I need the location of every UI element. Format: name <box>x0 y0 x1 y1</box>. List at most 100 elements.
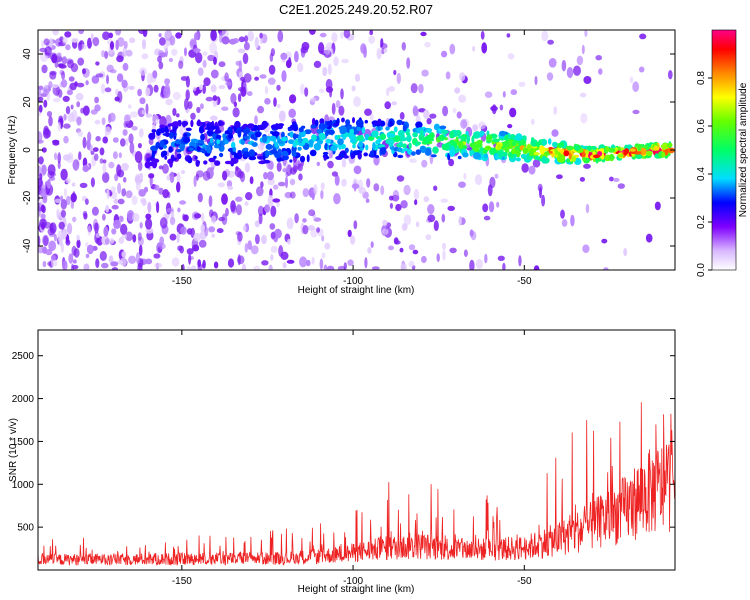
spectrogram-cell <box>632 81 640 92</box>
spectrogram-cell <box>244 201 249 206</box>
spectrogram-cell <box>188 253 192 265</box>
spectrogram-cell <box>137 262 143 270</box>
spectrogram-ridge-cell <box>585 158 591 162</box>
spectrogram-cell <box>322 66 328 77</box>
spectrogram-ridge-cell <box>571 155 577 162</box>
spectrogram-cell <box>99 251 107 261</box>
spectrogram-cell <box>159 217 168 229</box>
spectrogram-cell <box>90 109 98 115</box>
spectrogram-cell <box>90 150 95 155</box>
spectrogram-cell <box>573 65 581 76</box>
spectrogram-cell <box>158 50 165 58</box>
spectrogram-cell <box>42 260 47 268</box>
spectrogram-ridge-cell <box>420 129 424 137</box>
spectrogram-cell <box>171 257 180 267</box>
spectrogram-cell <box>67 152 74 160</box>
spectrogram-cell <box>343 30 351 39</box>
spectrogram-ridge-cell <box>332 142 336 146</box>
spectrogram-cell <box>71 182 76 187</box>
spectrogram-ridge-cell <box>224 160 232 165</box>
spectrogram-cell <box>145 218 153 230</box>
spectrogram-cell <box>202 259 206 269</box>
spectrogram-cell <box>165 98 173 106</box>
spectrogram-cell <box>44 46 52 56</box>
spectrogram-cell <box>421 255 427 264</box>
spectrogram-cell <box>137 232 142 241</box>
spectrogram-cell <box>118 152 122 159</box>
spectrogram-cell <box>326 265 335 270</box>
spectrogram-cell <box>369 30 374 36</box>
spectrogram-cell <box>287 238 291 245</box>
spectrogram-ridge-cell <box>566 158 571 163</box>
spectrogram-cell <box>48 37 53 48</box>
spectrogram-cell <box>266 171 274 181</box>
spectrogram-cell <box>502 262 506 270</box>
spectrogram-cell <box>410 83 418 94</box>
spectrogram-ridge-cell <box>453 142 458 150</box>
spectrogram-cell <box>48 240 57 252</box>
spectrogram-cell <box>68 76 75 82</box>
spectrogram-cell <box>197 67 204 76</box>
spectrogram-ridge-cell <box>493 148 497 154</box>
spectrogram-cell <box>190 265 197 270</box>
spectrogram-cell <box>541 194 546 207</box>
spectrogram-ridge-cell <box>541 141 547 145</box>
spectrogram-cell <box>106 189 110 199</box>
spectrogram-cell <box>79 182 88 189</box>
spectrogram-ridge-cell <box>277 148 282 155</box>
spectrogram-ridge-cell <box>407 148 413 155</box>
spectrogram-cell <box>319 258 324 270</box>
spectrogram-cell <box>321 235 325 242</box>
spectrogram-ridge-cell <box>198 125 204 134</box>
spectrogram-cell <box>76 239 81 249</box>
spectrogram-ridge-cell <box>179 143 185 152</box>
spectrogram-cell <box>92 147 99 153</box>
spectrogram-cell <box>85 241 89 248</box>
spectrogram-ridge-cell <box>291 121 297 126</box>
spectrogram-ridge-cell <box>459 135 467 140</box>
spectrogram-ytick-label: 0 <box>22 147 33 153</box>
spectrogram-cell <box>111 228 117 235</box>
spectrogram-cell <box>147 201 152 213</box>
spectrogram-cell <box>528 165 536 175</box>
spectrogram-cell <box>204 226 209 237</box>
spectrogram-cell <box>566 67 574 79</box>
spectrogram-cell <box>481 42 488 54</box>
spectrogram-cell <box>218 84 226 90</box>
spectrogram-ridge-cell <box>301 125 306 129</box>
spectrogram-cell <box>92 37 100 47</box>
spectrogram-cell <box>340 31 344 39</box>
spectrogram-cell <box>138 128 144 138</box>
spectrogram-ridge-cell <box>337 134 341 139</box>
spectrogram-cell <box>534 75 538 86</box>
spectrogram-cell <box>354 73 361 82</box>
spectrogram-cell <box>205 96 214 102</box>
spectrogram-cell <box>153 84 159 93</box>
spectrogram-ridge-cell <box>455 136 459 144</box>
spectrogram-ridge-cell <box>210 125 218 130</box>
spectrogram-ridge-cell <box>424 147 432 156</box>
spectrogram-cell <box>396 175 405 182</box>
spectrogram-ridge-cell <box>175 139 182 145</box>
spectrogram-cell <box>320 182 325 191</box>
spectrogram-cell <box>164 30 173 41</box>
spectrogram-ridge-cell <box>350 152 354 160</box>
spectrogram-cell <box>289 191 296 199</box>
spectrogram-cell <box>320 190 324 200</box>
spectrogram-ridge-cell <box>398 141 403 147</box>
spectrogram-cell <box>99 158 104 164</box>
spectrogram-cell <box>60 199 67 210</box>
spectrogram-cell <box>47 164 56 176</box>
spectrogram-cell <box>106 74 109 85</box>
spectrogram-ridge-cell <box>592 151 596 155</box>
spectrogram-ridge-cell <box>535 141 541 147</box>
spectrogram-cell <box>95 61 100 66</box>
spectrogram-cell <box>367 247 372 254</box>
spectrogram-ridge-cell <box>209 137 214 144</box>
spectrogram-ridge-cell <box>335 120 340 125</box>
spectrogram-cell <box>668 70 673 80</box>
spectrogram-cell <box>132 213 140 222</box>
spectrogram-cell <box>109 41 115 50</box>
spectrogram-ridge-cell <box>341 117 345 123</box>
spectrogram-cell <box>211 233 216 238</box>
